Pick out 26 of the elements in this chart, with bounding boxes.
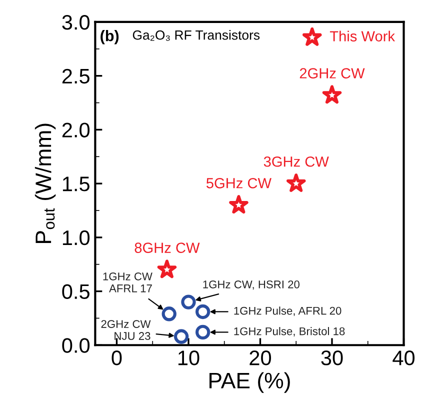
annotation: 8GHz CW <box>134 242 200 253</box>
y-tick-label: 3.0 <box>62 14 90 30</box>
annotation: 1GHz CW, HSRI 20 <box>203 280 300 290</box>
y-tick-label: 0.0 <box>62 338 90 353</box>
annotation: 1GHz CW AFRL 17 <box>103 272 152 292</box>
legend-label: This Work <box>330 30 396 42</box>
x-tick-label: 30 <box>321 350 343 366</box>
annotation: 1GHz Pulse, AFRL 20 <box>234 306 342 316</box>
annotation: 1GHz Pulse, Bristol 18 <box>234 327 345 337</box>
y-tick-label: 2.0 <box>62 122 90 138</box>
annotation: 2GHz CW <box>300 68 365 78</box>
annotation: (b) <box>100 30 119 44</box>
y-tick-label: 0.5 <box>62 284 90 300</box>
annotation: 5GHz CW <box>206 178 272 188</box>
y-tick-label: 1.0 <box>62 230 90 246</box>
x-tick-label: 10 <box>178 350 200 366</box>
x-tick-label: 0 <box>112 350 122 366</box>
x-tick-label: 20 <box>250 350 272 366</box>
x-axis-title: PAE (%) <box>210 372 290 393</box>
x-tick-label: 40 <box>392 350 415 366</box>
annotation: Ga₂O₃ RF Transistors <box>132 30 260 41</box>
y-tick-label: 2.5 <box>62 68 90 84</box>
y-tick-label: 1.5 <box>62 176 90 192</box>
annotation: 3GHz CW <box>264 156 329 167</box>
y-axis-title: P$_{out}$ (W/mm) <box>34 124 56 243</box>
annotation: 2GHz CW NJU 23 <box>101 320 151 340</box>
